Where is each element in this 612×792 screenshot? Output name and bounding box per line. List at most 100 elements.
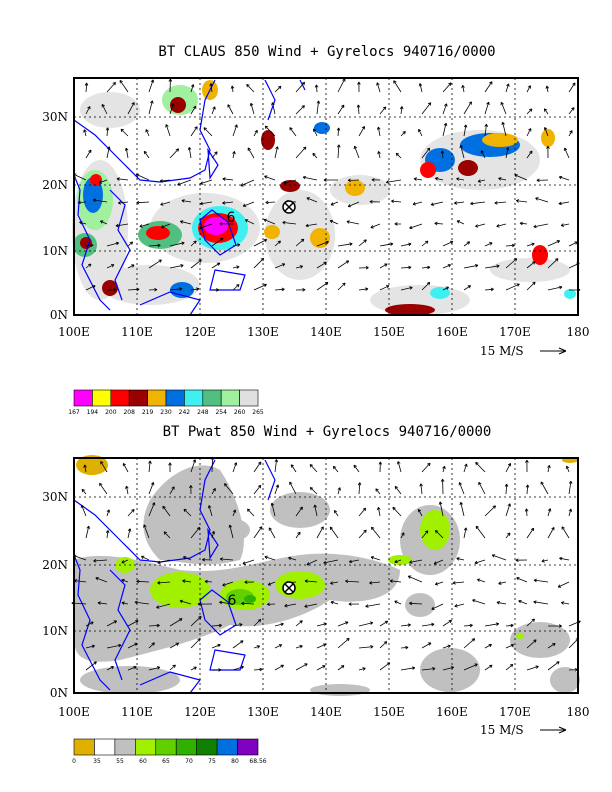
top-x-label-130e: 130E — [247, 325, 279, 339]
wind-vector-arrow — [232, 640, 244, 649]
wind-vector-arrow — [105, 530, 110, 539]
colorbar-swatch — [216, 738, 238, 756]
colorbar-swatch — [202, 389, 222, 407]
bottom-colorbar: 0 35 55 60 65 70 75 80 68.56 — [72, 738, 267, 765]
wind-vector-arrow — [106, 288, 117, 292]
wind-vector-arrow — [302, 175, 318, 181]
wind-vector-arrow — [333, 509, 339, 517]
wind-vector-arrow — [85, 285, 96, 291]
wind-vector-arrow — [284, 603, 297, 608]
wind-vector-arrow — [179, 599, 192, 605]
colorbar-swatch — [165, 389, 185, 407]
top-x-label-170e: 170E — [499, 325, 531, 339]
wind-vector-arrow — [224, 483, 234, 495]
wind-vector-arrow — [211, 237, 224, 247]
wind-vector-arrow — [348, 559, 360, 564]
colorbar-swatch — [184, 389, 204, 407]
colorbar-swatch — [94, 738, 116, 756]
wind-vector-arrow — [124, 147, 129, 159]
wind-vector-arrow — [494, 201, 507, 205]
wind-vector-arrow — [274, 263, 286, 269]
wind-vector-arrow — [421, 147, 431, 159]
wind-vector-arrow — [85, 525, 90, 539]
wind-vector-arrow — [533, 223, 549, 229]
wind-vector-arrow — [329, 526, 339, 539]
top-x-label-100e: 100E — [58, 325, 90, 339]
wind-vector-arrow — [312, 152, 318, 159]
wind-vector-arrow — [202, 557, 213, 562]
wind-vector-arrow — [526, 85, 531, 93]
wind-vector-arrow — [505, 532, 511, 539]
top-reference-vector-label: 15 M/S — [480, 344, 524, 358]
wind-vector-arrow — [219, 600, 234, 605]
wind-vector-arrow — [400, 532, 405, 539]
bottom-map-title: BT Pwat 850 Wind + Gyrelocs 940716/0000 — [163, 424, 492, 440]
wind-vector-arrow — [100, 460, 108, 473]
wind-vector-arrow — [563, 147, 570, 159]
wind-vector-arrow — [306, 559, 318, 566]
wind-vector-arrow — [85, 644, 95, 649]
wind-vector-arrow — [413, 177, 423, 181]
wind-vector-arrow — [160, 223, 171, 229]
wind-vector-arrow — [400, 623, 411, 627]
wind-vector-arrow — [306, 197, 318, 203]
wind-vector-arrow — [369, 199, 381, 204]
wind-vector-arrow — [159, 179, 171, 183]
wind-vector-arrow — [353, 464, 360, 473]
wind-vector-arrow — [244, 580, 255, 584]
wind-vector-arrow — [136, 579, 150, 584]
wind-vector-arrow — [295, 105, 305, 115]
wind-vector-arrow — [568, 107, 575, 115]
wind-vector-arrow — [358, 265, 369, 270]
wind-vector-arrow — [200, 179, 213, 185]
wind-vector-arrow — [442, 264, 452, 269]
wind-vector-arrow — [377, 151, 381, 159]
wind-vector-arrow — [456, 177, 465, 181]
wind-vector-arrow — [323, 178, 338, 182]
wind-vector-arrow — [182, 579, 192, 583]
wind-vector-arrow — [121, 559, 129, 564]
wind-vector-arrow — [148, 243, 161, 248]
wind-vector-arrow — [181, 199, 192, 203]
wind-vector-arrow — [365, 603, 381, 608]
wind-vector-arrow — [183, 508, 192, 517]
wind-vector-arrow — [177, 179, 192, 186]
wind-vector-arrow — [330, 581, 339, 585]
wind-vector-arrow — [125, 485, 129, 495]
wind-vector-arrow — [400, 666, 416, 671]
wind-vector-arrow — [244, 219, 255, 225]
wind-vector-arrow — [106, 643, 122, 649]
wind-vector-arrow — [336, 144, 341, 159]
top-map-panel — [72, 77, 581, 316]
wind-vector-arrow — [106, 264, 115, 269]
wind-vector-arrow — [168, 78, 173, 93]
wind-vector-arrow — [127, 528, 132, 539]
wind-vector-arrow — [85, 263, 92, 269]
wind-vector-arrow — [484, 242, 493, 247]
bottom-y-label-0n: 0N — [50, 686, 68, 700]
wind-vector-arrow — [568, 130, 573, 137]
wind-vector-arrow — [270, 502, 276, 517]
wind-vector-arrow — [199, 201, 213, 206]
colorbar-swatch — [73, 738, 95, 756]
wind-vector-arrow — [337, 242, 353, 247]
wind-vector-arrow — [526, 128, 532, 137]
wind-vector-arrow — [400, 131, 406, 137]
wind-vector-arrow — [148, 79, 155, 93]
wind-vector-arrow — [295, 620, 303, 627]
wind-vector-arrow — [148, 623, 160, 628]
wind-vector-arrow — [498, 177, 507, 181]
wind-vector-arrow — [337, 665, 345, 671]
colorbar-tick-label: 167 — [68, 409, 80, 416]
wind-vector-arrow — [442, 666, 455, 671]
wind-vector-arrow — [535, 197, 549, 203]
wind-vector-arrow — [484, 622, 500, 627]
wind-vector-arrow — [180, 220, 192, 225]
colorbar-tick-label: 242 — [179, 409, 191, 416]
bottom-x-axis-labels: 100E 110E 120E 130E 140E 150E 160E 170E … — [58, 705, 589, 719]
wind-vector-arrow — [484, 81, 493, 93]
wind-vector-arrow — [395, 152, 402, 159]
wind-vector-arrow — [491, 554, 507, 561]
wind-vector-arrow — [526, 665, 539, 671]
